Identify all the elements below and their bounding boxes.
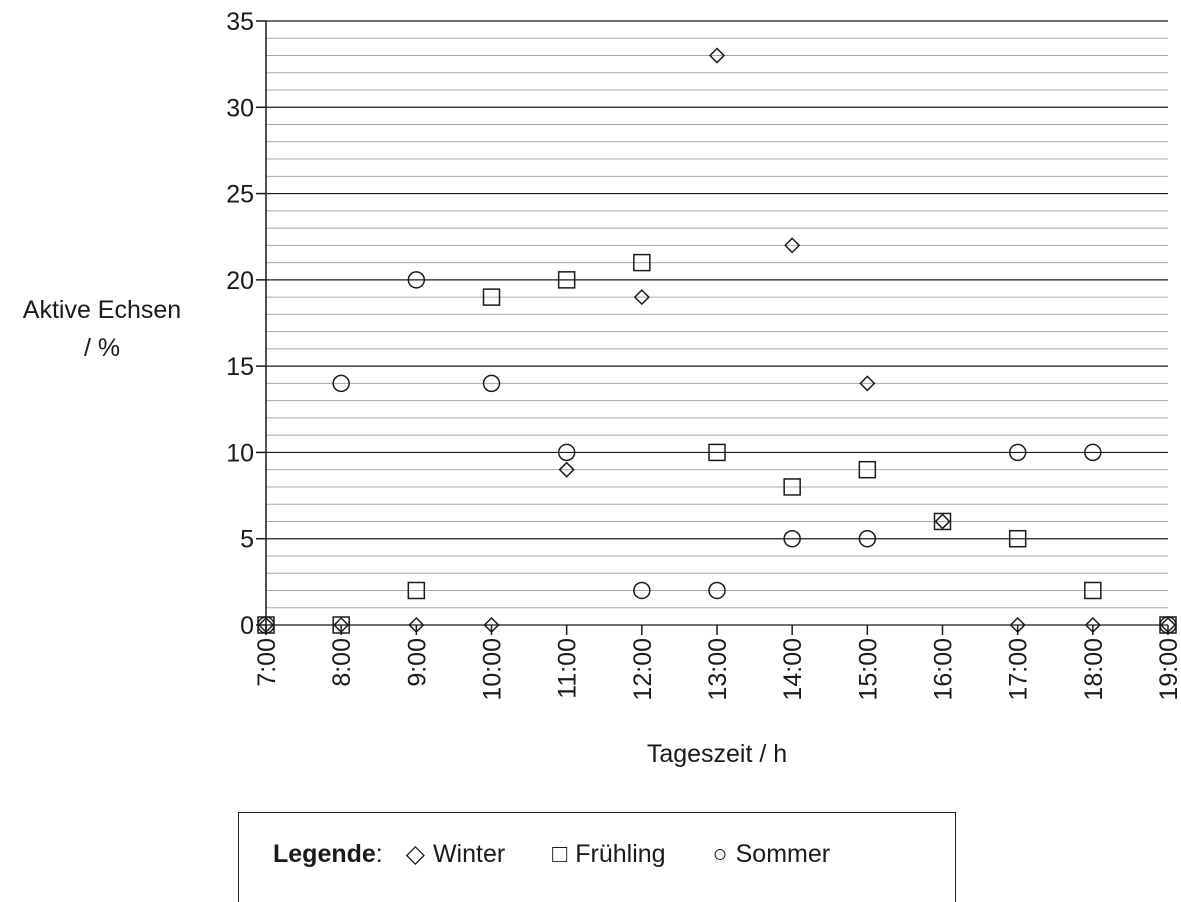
winter-point (934, 513, 951, 530)
fruehling-point (633, 253, 651, 272)
y-tick-label: 15 (226, 353, 254, 381)
sommer-point (407, 271, 426, 289)
sommer-point (1159, 616, 1177, 634)
winter-point (859, 375, 876, 392)
legend-separator: : (375, 840, 383, 868)
x-tick-label: 18:00 (1080, 638, 1108, 701)
y-axis-title-line: / % (84, 334, 120, 362)
x-tick-label: 16:00 (930, 638, 958, 701)
x-tick-label: 17:00 (1005, 638, 1033, 701)
y-tick-label: 5 (240, 526, 254, 554)
winter-point (1159, 616, 1177, 634)
legend-label-sommer: Sommer (735, 840, 831, 868)
fruehling-point (783, 478, 801, 496)
fruehling-point (332, 616, 350, 634)
legend-label-winter: Winter (432, 840, 506, 868)
x-tick-label: 14:00 (779, 638, 807, 701)
winter-point (558, 461, 575, 478)
chart-plot-area: 0 5 10 15 20 25 30 35 7:00 8:00 9:00 10:00 11:00 12:0… (23, 8, 1181, 768)
winter-point (257, 616, 275, 634)
winter-point (483, 616, 500, 634)
y-tick-label: 30 (226, 94, 254, 122)
x-tick-label: 11:00 (554, 638, 582, 699)
fruehling-point (1084, 581, 1102, 600)
sommer-point (783, 529, 801, 548)
legend-title: Legende (273, 840, 376, 868)
legend-label-fruehling: Frühling (575, 840, 666, 868)
winter-point (408, 616, 425, 634)
x-tick-label: 12:00 (629, 638, 657, 701)
x-tick-label: 7:00 (253, 638, 281, 687)
y-tick-label: 25 (226, 181, 254, 209)
x-axis-title: Tageszeit / h (647, 740, 787, 768)
sommer-point (482, 374, 501, 393)
winter-point (633, 289, 650, 306)
legend-item-winter: ◇ Winter (406, 840, 505, 868)
square-icon: □ (552, 840, 568, 868)
winter-point (708, 47, 726, 64)
legend-content: Legende: ◇ Winter □ Frühling ○ Sommer (273, 839, 830, 869)
winter-point (784, 237, 801, 254)
fruehling-point (933, 512, 952, 531)
y-tick-label: 20 (226, 267, 254, 295)
x-tick-label: 8:00 (328, 638, 356, 687)
sommer-point (257, 616, 275, 634)
fruehling-point (708, 443, 726, 462)
sommer-point (1008, 443, 1027, 462)
winter-point (333, 616, 350, 634)
sommer-point (708, 581, 726, 600)
sommer-point (858, 529, 877, 548)
legend-item-fruehling: □ Frühling (552, 840, 665, 868)
circle-icon: ○ (712, 840, 728, 868)
x-tick-label: 9:00 (403, 638, 431, 687)
fruehling-point (1008, 529, 1027, 548)
x-tick-label: 15:00 (854, 638, 882, 701)
legend: Legende: ◇ Winter □ Frühling ○ Sommer (238, 812, 956, 902)
fruehling-point (858, 460, 877, 479)
y-tick-label: 10 (226, 439, 254, 467)
sommer-point (1084, 443, 1102, 462)
diamond-icon: ◇ (405, 840, 425, 868)
x-tick-label: 13:00 (704, 638, 732, 701)
sommer-point (332, 374, 350, 393)
sommer-point (557, 443, 576, 462)
legend-item-sommer: ○ Sommer (713, 840, 831, 868)
winter-point (1084, 616, 1101, 634)
sommer-point (633, 581, 651, 600)
fruehling-point (557, 271, 576, 289)
fruehling-point (407, 581, 426, 600)
winter-point (1009, 616, 1026, 634)
x-tick-label: 10:00 (479, 638, 507, 701)
y-axis-title-line: Aktive Echsen (23, 296, 181, 324)
x-tick-label: 19:00 (1155, 638, 1181, 701)
fruehling-point (482, 288, 501, 306)
y-tick-label: 35 (226, 8, 254, 36)
y-tick-label: 0 (240, 612, 254, 640)
